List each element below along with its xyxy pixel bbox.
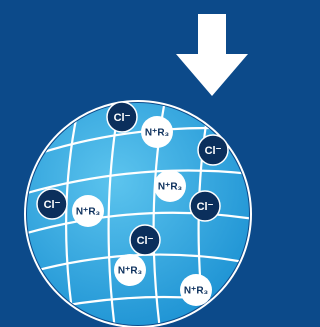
ammonium-label: N⁺R₃ — [184, 286, 209, 297]
chloride-label: Cl⁻ — [114, 112, 131, 124]
ammonium-label: N⁺R₃ — [76, 207, 101, 218]
ammonium-label: N⁺R₃ — [158, 182, 183, 193]
chloride-label: Cl⁻ — [197, 201, 214, 213]
ammonium-label: N⁺R₃ — [145, 128, 170, 139]
chloride-label: Cl⁻ — [205, 145, 222, 157]
ammonium-label: N⁺R₃ — [118, 266, 143, 277]
page: Cl⁻Cl⁻Cl⁻Cl⁻Cl⁻N⁺R₃N⁺R₃N⁺R₃N⁺R₃N⁺R₃ (() … — [0, 0, 320, 327]
illustration: Cl⁻ Cl⁻ Cl⁻ Cl⁻ Cl⁻ N⁺R₃ N⁺R₃ N⁺R₃ N⁺R₃ N⁺R₃ — [0, 0, 268, 327]
chloride-label: Cl⁻ — [137, 235, 154, 247]
chloride-label: Cl⁻ — [44, 199, 61, 211]
